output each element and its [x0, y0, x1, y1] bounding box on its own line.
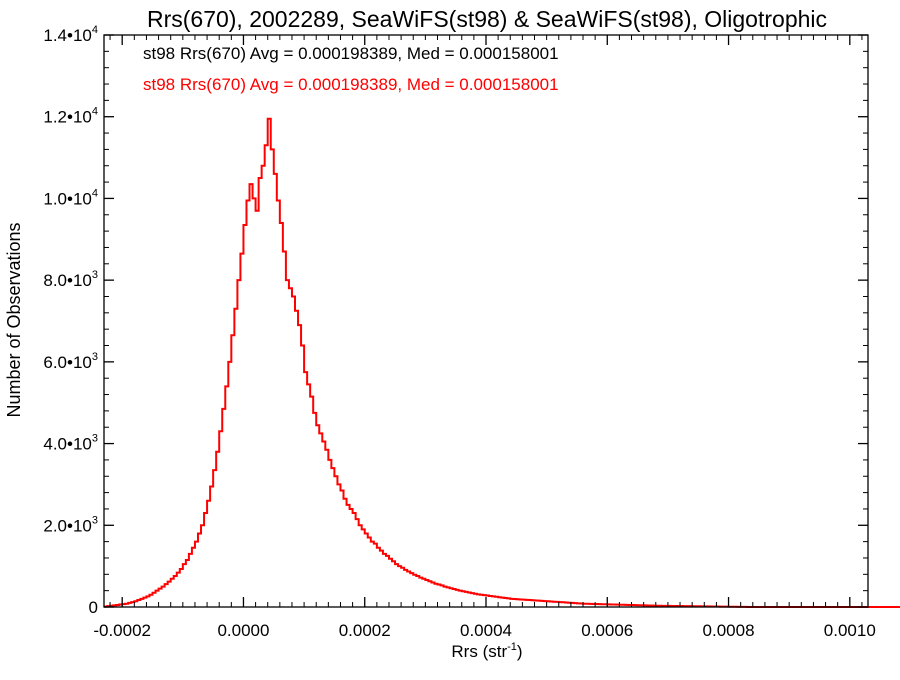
y-tick-label-exponent: 3: [92, 514, 98, 526]
y-axis-label: Number of Observations: [4, 222, 24, 417]
y-tick-label-main: 4.0•10: [43, 435, 92, 454]
y-tick-label-exponent: 3: [92, 433, 98, 445]
x-axis-label-sup: -1: [507, 641, 517, 653]
x-tick-label: 0.0010: [824, 621, 876, 640]
chart-title: Rrs(670), 2002289, SeaWiFS(st98) & SeaWi…: [147, 6, 827, 32]
y-tick-label-exponent: 4: [92, 187, 98, 199]
x-tick-label: 0.0004: [460, 621, 512, 640]
y-tick-label: 8.0•103: [43, 269, 98, 290]
y-tick-label: 6.0•103: [43, 351, 98, 372]
plot-area: [104, 117, 900, 608]
y-tick-label-main: 1.0•10: [43, 189, 92, 208]
x-axis-label-close: ): [517, 642, 523, 661]
y-tick-label: 1.4•104: [43, 24, 98, 45]
y-tick-label-main: 6.0•10: [43, 353, 92, 372]
axes: -0.0002 0.0000 0.0002 0.0004 0.0006 0.0008 0.0…: [43, 24, 875, 640]
x-tick-label: 0.0002: [339, 621, 391, 640]
x-tick-label: 0.0008: [703, 621, 755, 640]
y-tick-label-main: 2.0•10: [43, 516, 92, 535]
x-tick-label: 0.0000: [217, 621, 269, 640]
y-tick-label-exponent: 4: [92, 106, 98, 118]
y-tick-label: 2.0•103: [43, 514, 98, 535]
y-tick-label-main: 1.2•10: [43, 108, 92, 127]
y-tick-label-exponent: 3: [92, 351, 98, 363]
y-tick-label-main: 8.0•10: [43, 271, 92, 290]
y-tick-label-main: 0: [89, 598, 98, 617]
x-axis-label-main: Rrs (str: [451, 642, 507, 661]
annotation-red: st98 Rrs(670) Avg = 0.000198389, Med = 0…: [143, 75, 559, 94]
x-tick-label: 0.0006: [581, 621, 633, 640]
y-tick-label-main: 1.4•10: [43, 26, 92, 45]
plot-frame: [103, 34, 869, 608]
y-tick-label: 4.0•103: [43, 433, 98, 454]
y-tick-label-exponent: 4: [92, 24, 98, 36]
y-tick-label: 1.2•104: [43, 106, 98, 127]
y-tick-label-exponent: 3: [92, 269, 98, 281]
annotation-black: st98 Rrs(670) Avg = 0.000198389, Med = 0…: [143, 44, 559, 63]
x-axis-label: Rrs (str-1): [451, 641, 522, 661]
y-tick-label: 1.0•104: [43, 187, 98, 208]
y-tick-label: 0: [89, 598, 98, 617]
x-tick-label: -0.0002: [93, 621, 151, 640]
histogram-series-0: [104, 117, 900, 608]
